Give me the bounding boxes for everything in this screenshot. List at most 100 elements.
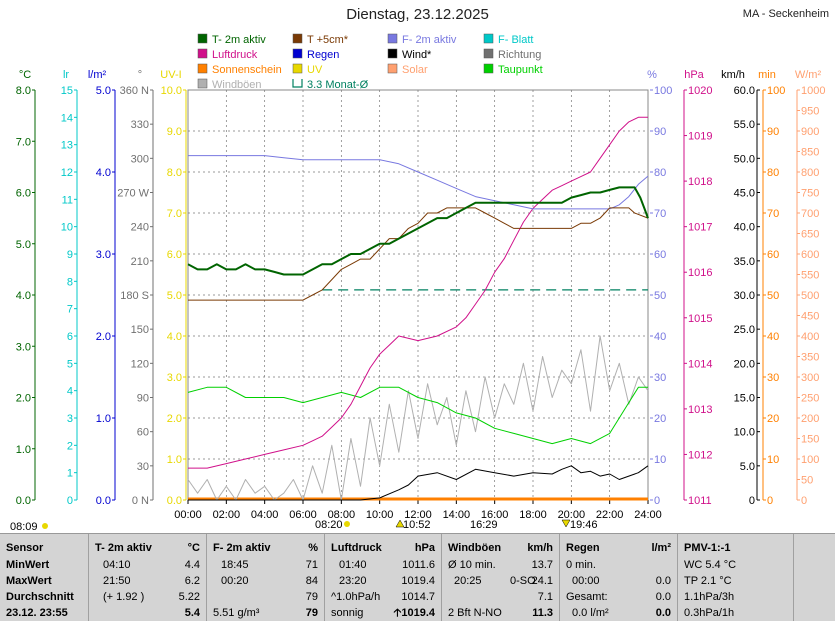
axis-unit: UV-I — [160, 69, 181, 81]
axis-tick-label: 0 — [749, 495, 755, 507]
axis-tick-label: 0 — [67, 495, 73, 507]
series-line-t-5cm- — [188, 207, 649, 301]
axis-tick-label: 0 — [767, 495, 773, 507]
label-avg: Durchschnitt — [6, 591, 74, 603]
x-axis-tick-label: 10:00 — [366, 509, 394, 521]
page-title: Dienstag, 23.12.2025 — [346, 6, 489, 23]
legend-label: 3.3 Monat-Ø — [307, 79, 369, 91]
hum-unit: % — [308, 542, 318, 554]
axis-tick-label: 30 — [767, 372, 779, 384]
axis-tick-label: 1.0 — [167, 454, 182, 466]
legend-swatch — [197, 33, 208, 44]
axis-tick-label: 90 — [137, 393, 149, 405]
axis-unit: ° — [138, 69, 142, 81]
rain-title: Regen — [566, 542, 600, 554]
axis-tick-label: 1 — [67, 468, 73, 480]
axis-tick-label: 50 — [767, 290, 779, 302]
series-line-windb-en — [187, 335, 649, 501]
axis-tick-label: 15 — [61, 85, 73, 97]
series-line-luftdruck — [188, 116, 648, 469]
x-axis-tick-label: 06:00 — [289, 509, 317, 521]
axis-tick-label: 50 — [801, 475, 813, 487]
x-axis-tick-label: 12:00 — [404, 509, 432, 521]
axis-tick-label: 70 — [654, 208, 666, 220]
rain-r2: 0.0 — [655, 575, 671, 587]
rain-r3-label: Gesamt: — [566, 591, 608, 603]
legend-swatch — [483, 48, 494, 59]
axis-tick-label: 700 — [801, 208, 819, 220]
axis-tick-label: 650 — [801, 229, 819, 241]
x-axis-tick-label: 16:00 — [481, 509, 509, 521]
wind-title: Windböen — [448, 542, 502, 554]
axis-unit: hPa — [684, 69, 704, 81]
hum-min-time: 18:45 — [221, 559, 249, 571]
wind-r1: 13.7 — [531, 559, 553, 571]
axis-tick-label: 8.0 — [16, 85, 31, 97]
axis-tick-label: 950 — [801, 106, 819, 118]
axis-tick-label: 8.0 — [167, 167, 182, 179]
pmv-r4: 0.3hPa/1h — [684, 607, 735, 619]
axis-tick-label: 6 — [67, 331, 73, 343]
rain-r2-time: 00:00 — [572, 575, 600, 587]
axis-tick-label: 0.0 — [167, 495, 182, 507]
legend-label: Taupunkt — [498, 64, 543, 76]
press-min-time: 01:40 — [339, 559, 367, 571]
axis-tick-label: 850 — [801, 147, 819, 159]
weather-chart: T- 2m aktiv T +5cm* F- 2m aktiv F- Blatt Luf… — [10, 33, 825, 533]
press-min: 1011.6 — [402, 559, 435, 571]
axis-tick-label: 200 — [801, 413, 819, 425]
pmv-r3: 1.1hPa/3h — [684, 591, 735, 603]
legend-swatch — [292, 79, 303, 88]
legend-label: F- 2m aktiv — [402, 34, 457, 46]
axis-tick-label: 1013 — [688, 404, 712, 416]
press-max-time: 23:20 — [339, 575, 367, 587]
axis-unit: l/m² — [88, 69, 107, 81]
legend-label: Luftdruck — [212, 49, 258, 61]
series-line-taupunkt — [187, 386, 648, 445]
axis-tick-label: 1011 — [688, 495, 712, 507]
x-axis-tick-label: 04:00 — [251, 509, 279, 521]
legend-swatch — [197, 63, 208, 74]
axis-tick-label: 50.0 — [734, 153, 755, 165]
axis-tick-label: 330 — [131, 119, 149, 131]
axis-tick-label: 450 — [801, 311, 819, 323]
x-axis-tick-label: 14:00 — [443, 509, 471, 521]
axis-tick-label: 1017 — [688, 222, 712, 234]
axis-tick-label: 300 — [131, 153, 149, 165]
axis-tick-label: 7.0 — [16, 136, 31, 148]
axis-tick-label: 3 — [67, 413, 73, 425]
series-line-wind- — [188, 465, 649, 501]
axis-unit: °C — [19, 69, 31, 81]
axis-tick-label: 14 — [61, 112, 73, 124]
timeline-sunset: 16:29 — [470, 519, 498, 531]
x-axis-tick-label: 20:00 — [558, 509, 586, 521]
axis-tick-label: 50 — [654, 290, 666, 302]
axis-tick-label: 360 N — [120, 85, 149, 97]
wind-r1-label: Ø 10 min. — [448, 559, 496, 571]
axis-tick-label: 180 S — [120, 290, 149, 302]
hum-min: 71 — [305, 559, 318, 571]
axis-tick-label: 150 — [801, 434, 819, 446]
temp-max: 6.2 — [184, 575, 200, 587]
label-last: 23.12. 23:55 — [6, 607, 68, 619]
rain-unit: l/m² — [651, 542, 671, 554]
axis-tick-label: 100 — [654, 85, 672, 97]
axis-tick-label: 1.0 — [16, 444, 31, 456]
axis-tick-label: 1.0 — [96, 413, 111, 425]
axis-tick-label: 10.0 — [161, 85, 182, 97]
pmv-title: PMV-1:-1 — [684, 542, 731, 554]
axis-tick-label: 1012 — [688, 449, 712, 461]
legend-label: Richtung — [498, 49, 541, 61]
wind-r2-dir: 0-SO — [510, 575, 536, 587]
axis-tick-label: 0 N — [132, 495, 149, 507]
wind-r2-time: 20:25 — [454, 575, 482, 587]
axis-tick-label: 40.0 — [734, 222, 755, 234]
legend-label: T +5cm* — [307, 34, 349, 46]
axis-tick-label: 8 — [67, 276, 73, 288]
arrow-up-icon: 🡡 — [393, 607, 402, 619]
triangle-down-icon — [561, 519, 571, 528]
footer-empty — [794, 534, 835, 621]
press-last-value: 1019.4 — [401, 607, 435, 619]
axis-tick-label: 1015 — [688, 313, 712, 325]
axis-unit: min — [758, 69, 776, 81]
